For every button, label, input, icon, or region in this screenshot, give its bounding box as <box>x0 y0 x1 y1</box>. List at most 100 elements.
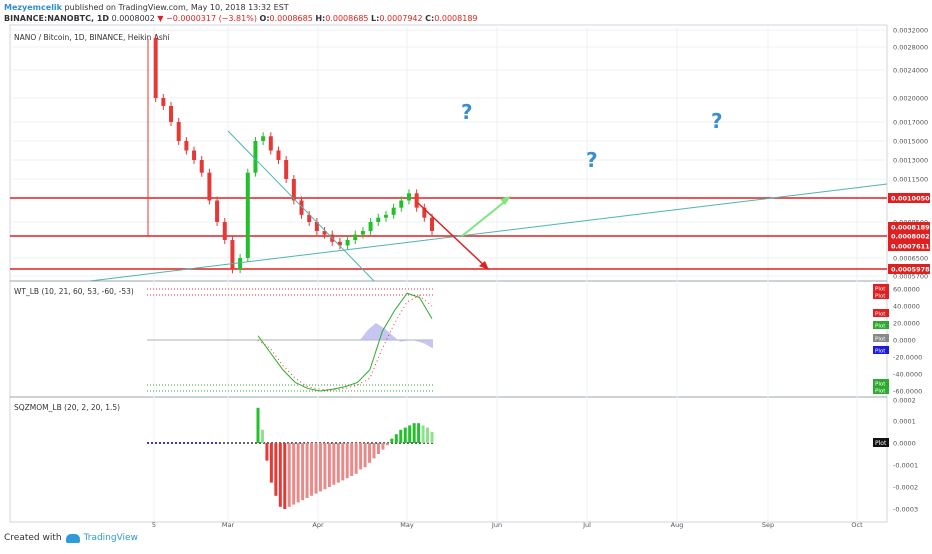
candle-body <box>299 200 304 215</box>
wt-legend-badge <box>873 379 889 387</box>
sqzmom-bar <box>318 443 322 492</box>
price-panel-title: NANO / Bitcoin, 1D, BINANCE, Heikin Ashi <box>14 33 170 42</box>
wt-histogram-area <box>360 323 433 349</box>
level-label-bg <box>888 222 930 232</box>
green-projection-arrow[interactable] <box>461 198 509 237</box>
sqzmom-panel[interactable]: SQZMOM_LB (20, 2, 20, 1.5) <box>14 403 434 509</box>
time-tick-label: Apr <box>312 521 324 529</box>
candle-body <box>307 214 312 222</box>
candle-body <box>161 98 166 106</box>
candle-body <box>176 122 181 141</box>
price-tick-label: 0.0032000 <box>893 27 928 35</box>
wt-legend-label: Plot <box>875 294 886 300</box>
sqzmom-bar <box>305 443 309 498</box>
sqzmom-axis[interactable]: 0.0002 0.0001 0.0000 -0.0001 -0.0002 -0.0003 P… <box>873 397 918 514</box>
sqzmom-tick-label: -0.0001 <box>893 462 918 470</box>
sqzmom-bar <box>292 443 296 505</box>
wt-legend-label: Plot <box>875 337 886 343</box>
sqzmom-bar <box>345 443 349 479</box>
candles <box>147 34 434 274</box>
time-tick-label: May <box>400 521 414 529</box>
candle-body <box>222 222 227 240</box>
price-panel[interactable]: NANO / Bitcoin, 1D, BINANCE, Heikin Ashi… <box>10 33 888 282</box>
sqzmom-bar <box>372 443 376 459</box>
sqzmom-bar <box>430 432 434 443</box>
candle-body <box>337 241 342 246</box>
wt-panel[interactable]: WT_LB (10, 21, 60, 53, -60, -53) <box>14 287 433 392</box>
candle-body <box>261 136 266 141</box>
created-with-text: Created with <box>4 533 62 543</box>
candle-body <box>430 217 434 231</box>
candle-body <box>169 106 174 122</box>
sqzmom-bar <box>314 443 318 494</box>
candle-body <box>230 240 235 270</box>
falling-trendline[interactable] <box>227 130 375 282</box>
wt-axis[interactable]: 60.0000 40.0000 20.0000 0.0000 -20.0000 -40.0… <box>873 284 922 396</box>
wt-tick-label: 60.0000 <box>893 286 920 294</box>
low-label: L: <box>371 14 380 23</box>
sqzmom-bar <box>327 443 331 487</box>
candle-body <box>406 193 411 201</box>
sqzmom-bar <box>256 407 260 443</box>
tradingview-logo-icon[interactable] <box>65 533 80 543</box>
published-text: published on TradingView.com, May 10, 20… <box>64 3 289 12</box>
wt-tick-label: -60.0000 <box>893 388 922 396</box>
wt-legend-label: Plot <box>875 389 886 395</box>
tradingview-brand[interactable]: TradingView <box>83 533 138 543</box>
sqzmom-bar <box>368 443 372 463</box>
footer: Created with TradingView <box>4 533 138 543</box>
sqzmom-bar <box>336 443 340 483</box>
header-line-2: BINANCE:NANOBTC, 1D 0.0008002 ▼ −0.00003… <box>4 13 478 24</box>
level-label-bg <box>888 193 930 203</box>
time-axis[interactable]: 5 Mar Apr May Jun Jul Aug Sep Oct <box>152 521 863 529</box>
grid <box>10 25 887 522</box>
price-tick-label: 0.0020000 <box>893 95 928 103</box>
sqzmom-legend-label: Plot <box>875 440 887 447</box>
sqzmom-bar <box>283 443 287 509</box>
low-value: 0.0007942 <box>379 14 423 23</box>
time-tick-label: Mar <box>222 521 235 529</box>
question-mark-3[interactable]: ? <box>711 109 723 133</box>
red-projection-arrow[interactable] <box>417 202 488 269</box>
wt-legend-label: Plot <box>875 312 886 318</box>
candle-body <box>360 231 365 235</box>
wt-legend-label: Plot <box>875 324 886 330</box>
question-mark-2[interactable]: ? <box>586 148 598 172</box>
sqzmom-tick-label: 0.0001 <box>893 418 916 426</box>
candle-body <box>199 160 204 173</box>
sqzmom-bar <box>323 443 327 490</box>
sqzmom-bar <box>301 443 305 501</box>
sqzmom-bar <box>265 443 269 461</box>
sqzmom-bar <box>381 443 385 450</box>
price-tick-label: 0.0006500 <box>893 255 928 263</box>
close-value: 0.0008189 <box>434 14 478 23</box>
candle-body <box>268 136 273 151</box>
candle-body <box>376 217 381 222</box>
candle-body <box>192 150 197 160</box>
candle-body <box>207 172 212 201</box>
level-label: 0.0007611 <box>891 243 930 251</box>
close-label: C: <box>425 14 435 23</box>
open-value: 0.0008685 <box>269 14 313 23</box>
level-label-bg <box>888 264 930 274</box>
wt-legend-badge <box>873 291 889 299</box>
wt-panel-title: WT_LB (10, 21, 60, 53, -60, -53) <box>14 287 134 296</box>
candle-body <box>184 141 189 151</box>
sqzmom-bar <box>274 443 278 496</box>
publisher-name[interactable]: Mezyemcelik <box>4 3 62 12</box>
drawings[interactable]: ? ? ? <box>89 100 888 282</box>
level-label: 0.0010050 <box>891 195 930 203</box>
candle-body <box>322 231 327 235</box>
sqzmom-bar <box>354 443 358 474</box>
question-mark-1[interactable]: ? <box>461 100 473 124</box>
price-tick-label: 0.0028000 <box>893 44 928 52</box>
red-arrow-head-icon <box>479 261 489 270</box>
time-tick-label: Oct <box>851 521 863 529</box>
rising-trendline[interactable] <box>89 183 888 282</box>
price-tick-label: 0.0013000 <box>893 157 928 165</box>
wt-tick-label: 0.0000 <box>893 337 916 345</box>
wt-legend-label: Plot <box>875 349 886 355</box>
wt-legend-badge <box>873 284 889 292</box>
